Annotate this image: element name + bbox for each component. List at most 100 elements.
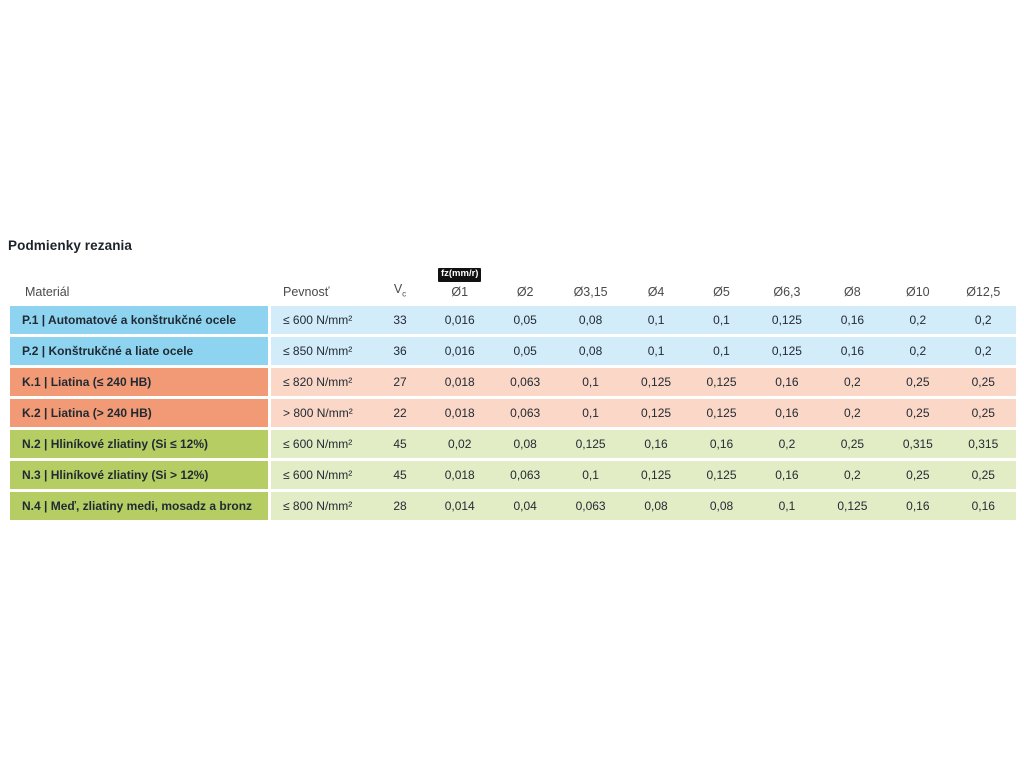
fz-value-cell-d9: 0,25 — [971, 375, 995, 389]
vc-cell: 22 — [393, 406, 407, 420]
vc-cell: 45 — [393, 437, 407, 451]
fz-value-cell-d6: 0,16 — [775, 375, 799, 389]
fz-value-cell-d1: 0,016 — [444, 313, 475, 327]
fz-value-cell-d6: 0,125 — [771, 344, 802, 358]
pevnost-cell: ≤ 800 N/mm² — [283, 499, 353, 513]
fz-value-cell-d2: 0,063 — [510, 375, 541, 389]
fz-value-cell-d4: 0,1 — [647, 313, 665, 327]
diameter-label: Ø12,5 — [966, 284, 1001, 299]
row-data-cells: ≤ 600 N/mm² 45 0,02 0,08 0,125 0,16 0,16 0,2 0,2… — [271, 430, 1016, 458]
column-header-diameter-2: Ø2 — [492, 285, 557, 299]
fz-value-cell-d6: 0,2 — [778, 437, 796, 451]
fz-value-cell-d3: 0,08 — [578, 313, 603, 327]
fz-value-cell-d3: 0,125 — [575, 437, 606, 451]
fz-value-cell-d5: 0,125 — [706, 375, 737, 389]
material-cell: P.2 | Konštrukčné a liate ocele — [10, 337, 268, 365]
fz-value-cell-d8: 0,2 — [909, 313, 927, 327]
row-data-cells: ≤ 800 N/mm² 28 0,014 0,04 0,063 0,08 0,08 0,1 0,… — [271, 492, 1016, 520]
fz-value-cell-d6: 0,16 — [775, 468, 799, 482]
cutting-conditions-table: Materiál Pevnosť Vc fz(mm/r) Ø1 Ø2 Ø3,15 Ø4 Ø… — [10, 259, 1016, 520]
diameter-label: Ø2 — [516, 284, 534, 299]
fz-value-cell-d6: 0,16 — [775, 406, 799, 420]
fz-value-cell-d8: 0,25 — [906, 375, 930, 389]
diameter-label: Ø5 — [713, 284, 730, 299]
fz-value-cell-d9: 0,315 — [968, 437, 999, 451]
fz-unit-badge: fz(mm/r) — [437, 267, 482, 282]
fz-value-cell-d8: 0,25 — [906, 406, 930, 420]
fz-value-cell-d5: 0,125 — [706, 406, 737, 420]
fz-value-cell-d8: 0,25 — [906, 468, 930, 482]
fz-value-cell-d4: 0,16 — [644, 437, 668, 451]
column-header-diameter-3: Ø3,15 — [558, 285, 623, 299]
table-header-row: Materiál Pevnosť Vc fz(mm/r) Ø1 Ø2 Ø3,15 Ø4 Ø… — [10, 259, 1016, 306]
fz-value-cell-d5: 0,08 — [709, 499, 734, 513]
fz-value-cell-d4: 0,125 — [641, 375, 672, 389]
fz-value-cell-d5: 0,125 — [706, 468, 737, 482]
fz-value-cell-d4: 0,125 — [641, 406, 672, 420]
fz-value-cell-d4: 0,125 — [641, 468, 672, 482]
fz-value-cell-d9: 0,25 — [971, 406, 995, 420]
column-header-vc: Vc — [393, 282, 407, 299]
row-data-cells: > 800 N/mm² 22 0,018 0,063 0,1 0,125 0,125 0,16… — [271, 399, 1016, 427]
material-cell: K.2 | Liatina (> 240 HB) — [10, 399, 268, 427]
fz-value-cell-d7: 0,2 — [844, 375, 861, 389]
fz-value-cell-d8: 0,315 — [902, 437, 933, 451]
fz-value-cell-d7: 0,16 — [840, 344, 865, 358]
vc-cell: 45 — [393, 468, 407, 482]
fz-value-cell-d2: 0,063 — [510, 468, 541, 482]
table-rows: P.1 | Automatové a konštrukčné ocele ≤ 60… — [10, 306, 1016, 520]
diameter-label: Ø1 — [451, 284, 469, 299]
fz-value-cell-d9: 0,2 — [974, 313, 992, 327]
fz-value-cell-d7: 0,16 — [840, 313, 865, 327]
fz-value-cell-d1: 0,02 — [448, 437, 472, 451]
column-header-diameter-5: Ø5 — [689, 285, 754, 299]
material-cell: P.1 | Automatové a konštrukčné ocele — [10, 306, 268, 334]
column-header-diameter-7: Ø8 — [820, 285, 885, 299]
column-header-diameter-9: Ø12,5 — [951, 285, 1016, 299]
fz-value-cell-d1: 0,014 — [444, 499, 475, 513]
material-cell: N.2 | Hliníkové zliatiny (Si ≤ 12%) — [10, 430, 268, 458]
pevnost-cell: ≤ 820 N/mm² — [283, 375, 353, 389]
fz-value-cell-d3: 0,1 — [582, 468, 599, 482]
table-row: P.1 | Automatové a konštrukčné ocele ≤ 60… — [10, 306, 1016, 334]
fz-value-cell-d7: 0,125 — [837, 499, 868, 513]
fz-value-cell-d9: 0,25 — [971, 468, 995, 482]
fz-value-cell-d2: 0,08 — [513, 437, 537, 451]
column-header-diameter-6: Ø6,3 — [754, 285, 819, 299]
pevnost-cell: ≤ 600 N/mm² — [283, 313, 353, 327]
vc-cell: 33 — [393, 313, 407, 327]
diameter-label: Ø8 — [844, 284, 861, 299]
diameter-label: Ø3,15 — [573, 284, 608, 299]
fz-value-cell-d8: 0,16 — [906, 499, 930, 513]
fz-value-cell-d5: 0,1 — [713, 313, 730, 327]
table-row: K.1 | Liatina (≤ 240 HB) ≤ 820 N/mm² 27 0,0… — [10, 368, 1016, 396]
fz-value-cell-d3: 0,063 — [575, 499, 606, 513]
fz-value-cell-d4: 0,1 — [647, 344, 665, 358]
table-row: K.2 | Liatina (> 240 HB) > 800 N/mm² 22 0,0… — [10, 399, 1016, 427]
fz-value-cell-d7: 0,25 — [840, 437, 865, 451]
fz-value-cell-d9: 0,16 — [971, 499, 995, 513]
material-cell: N.4 | Meď, zliatiny medi, mosadz a bronz — [10, 492, 268, 520]
diameter-label: Ø10 — [906, 284, 930, 299]
fz-value-cell-d5: 0,16 — [709, 437, 734, 451]
fz-value-cell-d1: 0,018 — [444, 375, 475, 389]
diameter-label: Ø4 — [647, 284, 665, 299]
material-cell: N.3 | Hliníkové zliatiny (Si > 12%) — [10, 461, 268, 489]
fz-value-cell-d3: 0,1 — [582, 375, 599, 389]
fz-value-cell-d7: 0,2 — [844, 406, 861, 420]
table-row: N.4 | Meď, zliatiny medi, mosadz a bronz… — [10, 492, 1016, 520]
fz-value-cell-d8: 0,2 — [909, 344, 927, 358]
fz-value-cell-d3: 0,08 — [578, 344, 603, 358]
fz-value-cell-d7: 0,2 — [844, 468, 861, 482]
fz-value-cell-d4: 0,08 — [644, 499, 668, 513]
page-title: Podmienky rezania — [8, 238, 132, 253]
fz-value-cell-d2: 0,05 — [513, 313, 537, 327]
fz-value-cell-d5: 0,1 — [713, 344, 730, 358]
column-header-pevnost: Pevnosť — [283, 284, 330, 299]
column-header-diameter-4: Ø4 — [623, 285, 688, 299]
table-row: N.2 | Hliníkové zliatiny (Si ≤ 12%) ≤ 600… — [10, 430, 1016, 458]
fz-value-cell-d1: 0,018 — [444, 468, 475, 482]
material-cell: K.1 | Liatina (≤ 240 HB) — [10, 368, 268, 396]
column-header-material: Materiál — [25, 284, 70, 299]
fz-value-cell-d3: 0,1 — [582, 406, 599, 420]
